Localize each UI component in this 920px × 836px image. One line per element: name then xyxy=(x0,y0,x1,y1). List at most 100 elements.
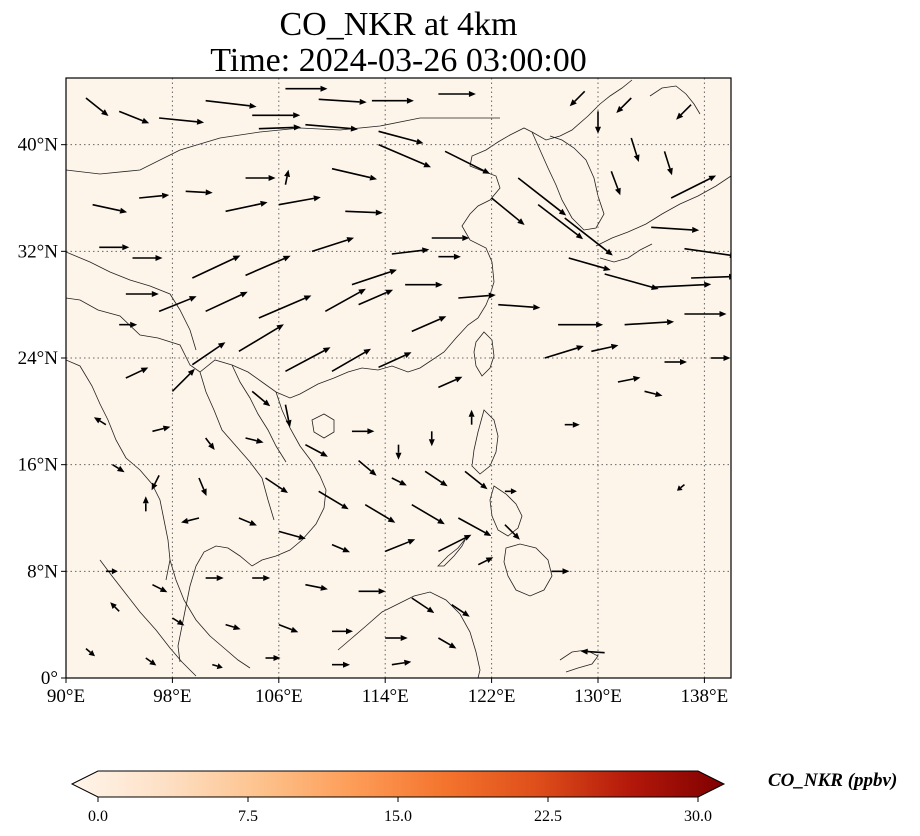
wind-vector xyxy=(119,321,138,328)
wind-vector xyxy=(265,477,288,493)
colorbar-title: CO_NKR (ppbv) xyxy=(768,770,898,791)
wind-vector xyxy=(670,175,717,199)
wind-vector xyxy=(285,85,328,92)
wind-vector xyxy=(504,524,520,540)
lon-tick-label: 130°E xyxy=(574,686,622,707)
wind-vector xyxy=(185,189,213,196)
wind-vector xyxy=(684,311,727,317)
wind-vector xyxy=(544,345,584,359)
wind-vector xyxy=(437,637,457,649)
wind-vector xyxy=(192,255,241,279)
wind-vector xyxy=(225,623,241,630)
wind-vector xyxy=(405,281,443,288)
wind-vector xyxy=(159,117,205,125)
coastline-sumatra xyxy=(99,559,197,677)
wind-vector xyxy=(424,470,448,487)
wind-vector xyxy=(358,289,394,306)
wind-vector xyxy=(278,195,321,206)
wind-vector xyxy=(464,470,488,490)
colorbar-tick-label: 22.5 xyxy=(534,808,562,825)
colorbar-tick-label: 30.0 xyxy=(684,808,712,825)
lat-tick-label: 8°N xyxy=(27,561,58,582)
wind-vector xyxy=(311,237,354,253)
wind-vector xyxy=(438,253,461,260)
wind-vector xyxy=(252,112,301,119)
wind-vector xyxy=(85,97,109,116)
wind-vector xyxy=(318,490,349,510)
wind-vector xyxy=(212,663,223,670)
border-china-mongolia xyxy=(66,117,500,175)
lon-tick-label: 122°E xyxy=(468,686,516,707)
wind-vector xyxy=(331,348,371,373)
lon-tick-label: 114°E xyxy=(362,686,409,707)
wind-vector xyxy=(391,659,412,666)
wind-vector xyxy=(305,123,358,132)
wind-vector xyxy=(457,517,492,536)
wind-vector xyxy=(151,474,160,491)
wind-vector xyxy=(238,324,284,353)
wind-vector xyxy=(364,503,396,523)
coastline-korea xyxy=(531,131,605,231)
lon-tick-label: 106°E xyxy=(255,686,303,707)
wind-vector xyxy=(477,557,494,566)
coastline-malay xyxy=(169,559,251,669)
wind-vector xyxy=(384,539,416,553)
coastline-mindanao xyxy=(503,543,553,597)
wind-vector xyxy=(651,281,712,289)
wind-vector xyxy=(391,247,430,255)
wind-vector xyxy=(225,200,268,213)
colorbar-tick-label: 0.0 xyxy=(88,808,108,825)
coastline-palawan xyxy=(437,537,467,567)
wind-vector xyxy=(158,296,197,313)
wind-vector xyxy=(205,437,215,450)
wind-vector xyxy=(85,648,95,657)
wind-vector xyxy=(595,111,601,134)
wind-vector xyxy=(139,192,170,199)
coastline-myanmar xyxy=(66,359,171,581)
wind-vector xyxy=(411,597,435,613)
wind-vector xyxy=(517,177,567,216)
wind-vector xyxy=(358,588,386,595)
wind-vector xyxy=(284,404,292,428)
wind-vector xyxy=(610,171,621,196)
coastline-sulawesi xyxy=(559,649,599,673)
wind-vector xyxy=(395,444,402,460)
wind-vector xyxy=(663,151,673,176)
wind-vector xyxy=(278,623,299,633)
wind-vector xyxy=(245,255,291,277)
lat-tick-label: 40°N xyxy=(18,135,59,156)
map-frame xyxy=(65,77,732,679)
wind-vector xyxy=(205,575,224,581)
wind-vector xyxy=(371,97,414,104)
wind-vector xyxy=(152,425,171,433)
wind-vector xyxy=(569,90,586,107)
wind-vector xyxy=(664,359,687,365)
wind-vector-layer xyxy=(85,85,731,670)
wind-vector xyxy=(351,269,397,286)
wind-vector xyxy=(411,316,447,333)
wind-vector xyxy=(92,203,128,214)
wind-vector xyxy=(205,99,257,109)
lat-tick-label: 24°N xyxy=(18,348,59,369)
wind-vector xyxy=(651,226,700,233)
wind-vector xyxy=(358,460,377,476)
coastline-luzon xyxy=(471,409,499,475)
wind-vector xyxy=(171,617,185,626)
wind-vector xyxy=(118,110,150,124)
map-background xyxy=(66,78,731,678)
axis-ticks: 90°E 98°E 106°E 114°E 122°E 130°E 138°E 0° 8°N 16… xyxy=(18,135,729,707)
wind-vector xyxy=(191,342,226,366)
wind-vector xyxy=(105,568,118,575)
wind-vector xyxy=(93,417,107,426)
border-laos xyxy=(231,364,287,463)
wind-vector xyxy=(378,130,424,145)
wind-vector xyxy=(458,292,496,299)
border-indochina xyxy=(199,371,275,521)
wind-vector xyxy=(324,288,366,313)
wind-vector xyxy=(498,303,541,311)
wind-vector xyxy=(99,244,130,251)
wind-vector xyxy=(537,204,584,240)
lon-tick-label: 90°E xyxy=(47,686,85,707)
wind-vector xyxy=(428,431,435,447)
